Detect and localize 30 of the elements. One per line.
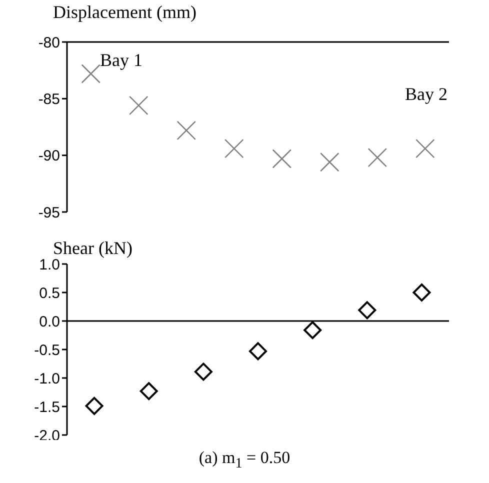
point xyxy=(176,120,196,140)
y-tick-label: 0.5 xyxy=(39,284,60,302)
y-tick-label: 0.0 xyxy=(39,313,60,330)
y-axis-title: Displacement (mm) xyxy=(53,2,196,23)
point xyxy=(415,138,435,158)
y-tick-label: 1.0 xyxy=(39,256,60,274)
point xyxy=(320,152,340,172)
y-tick-label: -95 xyxy=(38,204,60,222)
annotation: Bay 1 xyxy=(100,50,142,71)
point xyxy=(358,301,376,320)
point xyxy=(140,382,158,400)
y-tick-label: -1.5 xyxy=(34,398,60,416)
point xyxy=(128,96,148,116)
y-tick-label: -85 xyxy=(38,90,60,108)
point xyxy=(194,362,212,381)
point xyxy=(81,64,101,84)
point xyxy=(272,149,292,168)
text: (a) m$_{1}$ = 0.50 xyxy=(198,448,292,472)
y-tick-label: -90 xyxy=(38,148,60,165)
point xyxy=(249,342,267,360)
y-tick-label: -80 xyxy=(38,34,60,52)
point xyxy=(224,138,244,158)
y-tick-label: -0.5 xyxy=(34,342,60,359)
point xyxy=(85,396,104,415)
annotation: Bay 2 xyxy=(405,84,448,105)
point xyxy=(368,148,388,168)
point xyxy=(412,284,431,302)
point xyxy=(304,321,322,340)
y-axis-title: Shear (kN) xyxy=(53,238,132,259)
y-tick-label: -1.0 xyxy=(34,370,60,388)
